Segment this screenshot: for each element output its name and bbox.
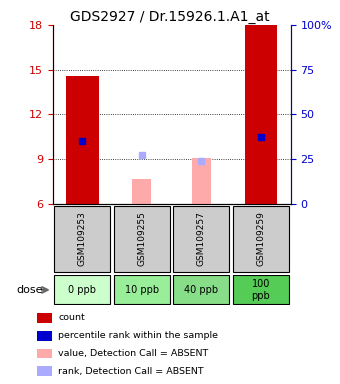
Bar bbox=[37, 366, 52, 376]
Bar bbox=[173, 206, 230, 272]
Text: dose: dose bbox=[16, 285, 42, 295]
Bar bbox=[114, 275, 170, 305]
Bar bbox=[173, 275, 230, 305]
Bar bbox=[233, 206, 289, 272]
Text: count: count bbox=[58, 313, 85, 323]
Bar bbox=[114, 206, 170, 272]
Text: value, Detection Call = ABSENT: value, Detection Call = ABSENT bbox=[58, 349, 208, 358]
Bar bbox=[244, 25, 277, 204]
Text: 100
ppb: 100 ppb bbox=[252, 279, 270, 301]
Bar bbox=[54, 206, 110, 272]
Bar bbox=[133, 179, 152, 204]
Text: GDS2927 / Dr.15926.1.A1_at: GDS2927 / Dr.15926.1.A1_at bbox=[70, 10, 270, 23]
Bar bbox=[192, 158, 211, 204]
Bar bbox=[37, 349, 52, 358]
Text: GSM109253: GSM109253 bbox=[78, 212, 87, 266]
Text: GSM109255: GSM109255 bbox=[137, 212, 147, 266]
Text: 40 ppb: 40 ppb bbox=[184, 285, 219, 295]
Text: 10 ppb: 10 ppb bbox=[125, 285, 159, 295]
Text: GSM109257: GSM109257 bbox=[197, 212, 206, 266]
Text: 0 ppb: 0 ppb bbox=[68, 285, 97, 295]
Text: GSM109259: GSM109259 bbox=[256, 212, 266, 266]
Bar bbox=[233, 275, 289, 305]
Bar bbox=[37, 331, 52, 341]
Bar bbox=[37, 313, 52, 323]
Text: percentile rank within the sample: percentile rank within the sample bbox=[58, 331, 218, 340]
Bar bbox=[54, 275, 110, 305]
Text: rank, Detection Call = ABSENT: rank, Detection Call = ABSENT bbox=[58, 367, 204, 376]
Bar bbox=[66, 76, 99, 204]
